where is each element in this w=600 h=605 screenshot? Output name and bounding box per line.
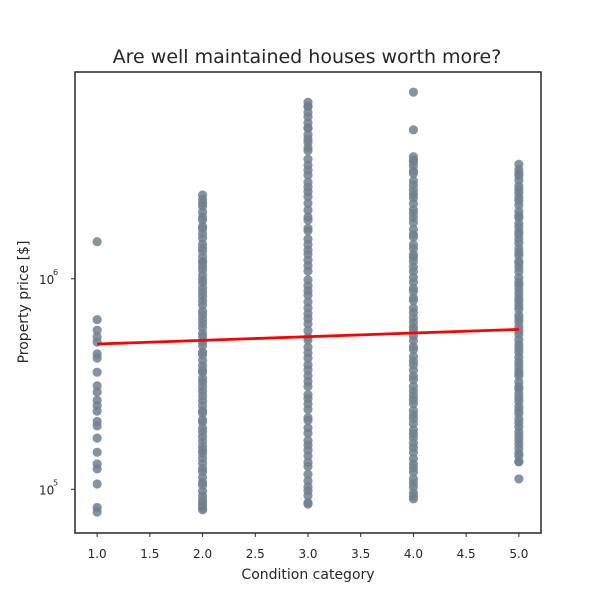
data-point [408, 239, 419, 250]
data-point [303, 469, 313, 479]
data-point [303, 223, 313, 233]
x-tick-label: 1.5 [140, 547, 159, 561]
data-point [303, 360, 313, 370]
x-tick-label: 4.0 [404, 547, 423, 561]
y-tick-label-base: 10 [39, 273, 54, 287]
x-axis-label: Condition category [241, 567, 374, 583]
data-point [92, 349, 102, 359]
data-point [92, 332, 102, 342]
data-point [408, 303, 419, 313]
data-point [92, 367, 102, 377]
data-point [303, 129, 313, 140]
data-point [303, 476, 313, 486]
data-point [92, 479, 102, 489]
data-point [303, 177, 313, 187]
data-point [92, 395, 102, 405]
data-point [303, 390, 313, 400]
x-tick-label: 3.0 [298, 547, 317, 561]
data-point [303, 423, 313, 433]
data-point [197, 347, 208, 357]
data-point [408, 342, 419, 352]
x-tick-label: 1.0 [88, 547, 107, 561]
data-point [408, 425, 419, 435]
y-tick-label-exponent: 5 [53, 478, 58, 487]
data-point [514, 474, 524, 484]
data-point [408, 176, 419, 186]
data-point [303, 137, 313, 147]
y-axis-label: Property price [$] [16, 241, 32, 364]
data-point [92, 314, 102, 325]
data-point [92, 433, 102, 443]
y-tick-label-base: 10 [39, 483, 54, 497]
data-point [92, 447, 102, 457]
data-point [303, 234, 313, 244]
data-point [303, 497, 313, 508]
data-point [92, 381, 102, 391]
data-point [303, 205, 313, 215]
data-point [197, 194, 208, 204]
data-point [303, 101, 313, 112]
data-point [92, 237, 102, 247]
data-point [92, 325, 102, 335]
x-tick-label: 3.5 [351, 547, 370, 561]
data-point [408, 381, 419, 391]
data-point [303, 275, 313, 285]
x-tick-label: 4.5 [457, 547, 476, 561]
data-point [197, 414, 208, 425]
data-point [408, 156, 419, 167]
data-point [197, 221, 208, 231]
data-point [303, 413, 313, 423]
regression-line [97, 327, 519, 346]
regression-layer [97, 327, 519, 346]
y-tick-label-exponent: 6 [53, 268, 58, 277]
data-point [92, 502, 102, 513]
x-tick-label: 2.0 [193, 547, 212, 561]
data-point [408, 351, 419, 362]
data-point [408, 87, 419, 97]
data-point [303, 436, 313, 446]
data-point [303, 457, 313, 467]
data-point [303, 198, 313, 208]
data-points [92, 87, 524, 517]
data-point [303, 342, 313, 352]
data-point [408, 406, 419, 416]
data-point [408, 293, 419, 303]
data-point [303, 212, 313, 222]
data-point [408, 454, 419, 464]
data-point [92, 416, 102, 427]
data-point [408, 474, 419, 484]
data-point [408, 224, 419, 234]
data-point [303, 297, 313, 307]
x-axis-ticks: 1.0 1.5 2.0 2.5 3.0 3.5 4.0 4.5 5.0 [88, 533, 528, 561]
chart-title: Are well maintained houses worth more? [113, 46, 502, 68]
data-point [303, 326, 313, 336]
x-tick-label: 5.0 [509, 547, 528, 561]
data-point [514, 168, 524, 178]
data-point [92, 459, 102, 469]
data-point [303, 154, 313, 164]
x-tick-label: 2.5 [246, 547, 265, 561]
data-point [408, 125, 419, 135]
